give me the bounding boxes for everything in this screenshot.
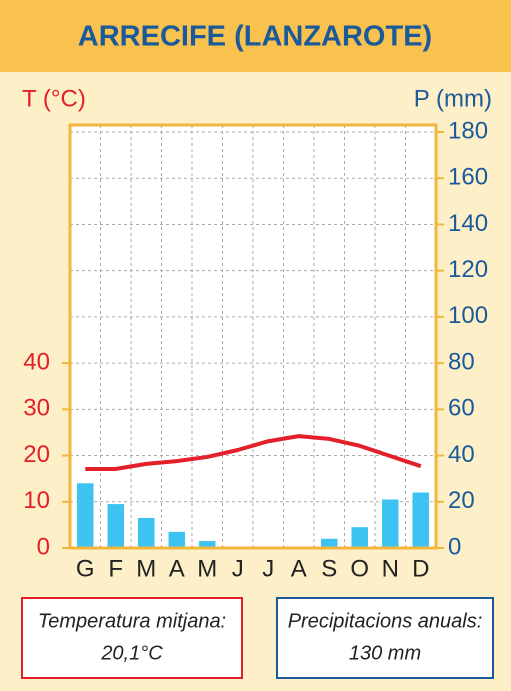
- x-tick-label: A: [169, 555, 185, 582]
- x-tick-label: M: [136, 555, 156, 582]
- bar: [199, 541, 216, 548]
- x-tick-label: F: [108, 555, 123, 582]
- x-tick-label: S: [321, 555, 337, 582]
- y-tick-label: 40: [23, 348, 50, 375]
- bar: [138, 517, 155, 548]
- y-tick-label: 0: [37, 533, 50, 560]
- title-band: [0, 0, 511, 72]
- x-tick-label: J: [262, 555, 274, 582]
- x-tick-label: A: [291, 555, 307, 582]
- bar: [107, 504, 124, 548]
- line: [85, 434, 422, 471]
- y-tick-label: 30: [23, 395, 50, 422]
- bar: [77, 483, 94, 548]
- x-tick-label: O: [350, 555, 369, 582]
- y2-axis-label: P (mm): [414, 85, 492, 112]
- x-tick-label: M: [197, 555, 217, 582]
- y-tick-label: 20: [23, 441, 50, 468]
- y2-tick-label: 40: [448, 441, 475, 468]
- annotation-box: [276, 597, 494, 679]
- plot-frame: [68, 123, 438, 550]
- bar: [351, 527, 368, 548]
- annotation-label: Temperatura mitjana:: [38, 610, 226, 632]
- y2-tick-label: 120: [448, 256, 488, 283]
- y2-tick-label: 80: [448, 348, 475, 375]
- y2-tick-label: 180: [448, 117, 488, 144]
- annotation-value: 20,1°C: [100, 642, 163, 664]
- y-axis-label: T (°C): [22, 85, 86, 112]
- chart-title: ARRECIFE (LANZAROTE): [78, 21, 432, 53]
- bar: [382, 499, 399, 548]
- marks: [77, 434, 429, 548]
- annotation-value: 130 mm: [349, 642, 421, 664]
- y2-tick-label: 140: [448, 210, 488, 237]
- y2-tick-label: 60: [448, 395, 475, 422]
- annotation-box: [21, 597, 243, 679]
- annotation-label: Precipitacions anuals:: [288, 610, 483, 632]
- x-tick-label: G: [76, 555, 95, 582]
- y2-tick-label: 100: [448, 302, 488, 329]
- x-tick-label: D: [412, 555, 429, 582]
- y-tick-label: 10: [23, 487, 50, 514]
- bar: [168, 531, 185, 548]
- x-tick-label: J: [232, 555, 244, 582]
- bar: [321, 538, 338, 548]
- bar: [412, 492, 429, 548]
- y2-tick-label: 160: [448, 164, 488, 191]
- y2-tick-label: 0: [448, 533, 461, 560]
- x-tick-label: N: [382, 555, 399, 582]
- y2-tick-label: 20: [448, 487, 475, 514]
